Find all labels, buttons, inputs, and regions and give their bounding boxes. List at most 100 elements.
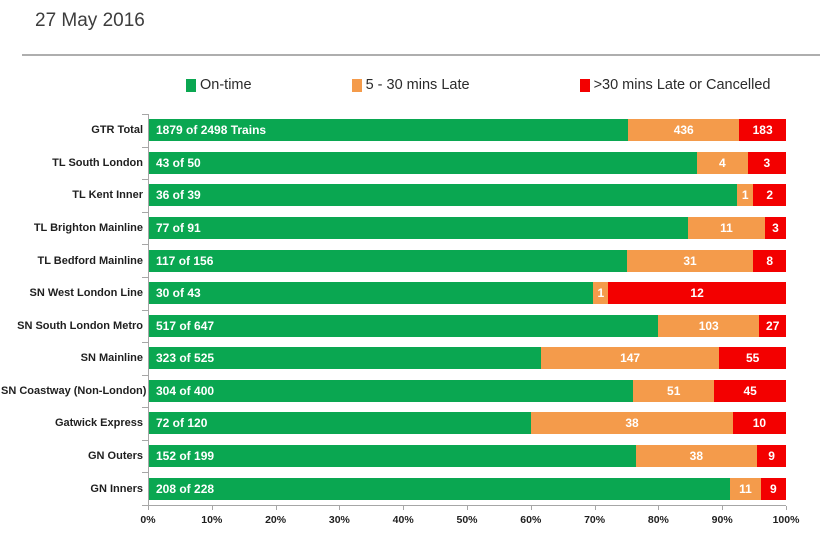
segment-value-label: 8 — [766, 253, 773, 268]
bar-track: 36 of 39 1 2 — [149, 184, 786, 207]
x-axis-tick — [339, 506, 341, 510]
bar-track: 117 of 156 31 8 — [149, 249, 786, 272]
category-label: Gatwick Express — [54, 417, 143, 430]
punctuality-stacked-bar-chart: GTR Total 1879 of 2498 Trains 436 183 TL Sou… — [0, 114, 799, 536]
chart-row: SN South London Metro 517 of 647 103 27 — [17, 309, 786, 342]
chart-row: SN West London Line 30 of 43 1 12 — [30, 277, 786, 310]
chart-row: TL Brighton Mainline 77 of 91 11 3 — [34, 212, 786, 245]
category-label: SN Coastway (Non-London) — [1, 384, 147, 397]
very-late-segment: 55 — [719, 347, 786, 370]
chart-plot-area: GTR Total 1879 of 2498 Trains 436 183 TL Sou… — [1, 114, 786, 506]
x-axis: 0% 10% 20% 30% 40% 50% 60% 70% 80% 90% 100% — [140, 505, 799, 536]
on-time-swatch-icon — [186, 78, 196, 92]
category-axis-tick — [142, 472, 149, 474]
legend-item-late: 5 - 30 mins Late — [351, 77, 470, 93]
category-label: TL Bedford Mainline — [37, 254, 143, 267]
on-time-segment: 208 of 228 — [149, 477, 731, 500]
category-axis-tick — [142, 439, 149, 441]
very-late-segment: 3 — [747, 151, 786, 174]
title-divider — [22, 54, 820, 56]
category-label: SN South London Metro — [17, 319, 143, 332]
segment-value-label: 45 — [743, 383, 757, 398]
segment-value-label: 208 of 228 — [156, 481, 215, 496]
x-axis-tick — [658, 506, 660, 510]
segment-value-label: 436 — [673, 123, 694, 138]
bar-track: 152 of 199 38 9 — [149, 445, 786, 468]
category-label: TL Brighton Mainline — [33, 222, 143, 235]
late-segment: 38 — [531, 412, 733, 435]
very-late-segment: 9 — [757, 445, 786, 468]
segment-value-label: 4 — [718, 155, 726, 170]
very-late-segment: 12 — [608, 282, 786, 305]
x-axis-tick-label: 40% — [392, 514, 414, 526]
on-time-segment: 304 of 400 — [149, 379, 634, 402]
x-axis-tick — [148, 506, 149, 510]
segment-value-label: 27 — [766, 318, 780, 333]
on-time-segment: 152 of 199 — [149, 445, 636, 468]
segment-value-label: 2 — [766, 188, 773, 203]
chart-row: SN Mainline 323 of 525 147 55 — [81, 342, 786, 375]
segment-value-label: 36 of 39 — [156, 188, 201, 203]
on-time-segment: 30 of 43 — [149, 282, 594, 305]
very-late-segment: 9 — [760, 477, 786, 500]
legend-item-on-time: On-time — [186, 77, 252, 93]
segment-value-label: 1 — [741, 188, 749, 203]
category-label: TL South London — [52, 156, 143, 169]
report-date-title: 27 May 2016 — [35, 10, 145, 31]
on-time-segment: 43 of 50 — [149, 151, 697, 174]
category-axis-tick — [142, 374, 149, 376]
on-time-segment: 36 of 39 — [149, 184, 737, 207]
legend-label: 5 - 30 mins Late — [365, 77, 470, 93]
category-label: GTR Total — [91, 124, 143, 137]
chart-row: GTR Total 1879 of 2498 Trains 436 183 — [91, 114, 786, 147]
very-late-segment: 10 — [732, 412, 786, 435]
segment-value-label: 11 — [739, 481, 752, 496]
segment-value-label: 12 — [690, 286, 704, 301]
segment-value-label: 11 — [720, 221, 733, 236]
late-segment: 1 — [593, 282, 609, 305]
bar-track: 208 of 228 11 9 — [149, 477, 786, 500]
very-late-segment: 8 — [753, 249, 786, 272]
segment-value-label: 1879 of 2498 Trains — [156, 123, 267, 138]
segment-value-label: 3 — [763, 155, 771, 170]
bar-track: 43 of 50 4 3 — [149, 151, 786, 174]
segment-value-label: 10 — [752, 416, 767, 431]
x-axis-tick-label: 30% — [328, 514, 350, 526]
chart-row: Gatwick Express 72 of 120 38 10 — [55, 407, 786, 440]
bar-track: 1879 of 2498 Trains 436 183 — [149, 119, 786, 142]
x-axis-tick-label: 20% — [265, 514, 287, 526]
segment-value-label: 30 of 43 — [156, 286, 201, 301]
category-label: SN West London Line — [29, 287, 143, 300]
x-axis-tick-label: 50% — [456, 514, 478, 526]
chart-row: TL Bedford Mainline 117 of 156 31 8 — [37, 244, 786, 277]
segment-value-label: 9 — [768, 449, 775, 464]
bar-track: 30 of 43 1 12 — [149, 282, 786, 305]
x-axis-tick — [786, 506, 787, 510]
late-segment: 11 — [730, 477, 761, 500]
segment-value-label: 43 of 50 — [156, 155, 201, 170]
bar-track: 72 of 120 38 10 — [149, 412, 786, 435]
segment-value-label: 517 of 647 — [156, 318, 215, 333]
category-axis-tick — [142, 505, 149, 506]
late-segment: 436 — [628, 119, 740, 142]
chart-row: SN Coastway (Non-London) 304 of 400 51 45 — [1, 375, 786, 408]
x-axis-tick-label: 80% — [647, 514, 669, 526]
segment-value-label: 9 — [770, 481, 777, 496]
segment-value-label: 3 — [772, 221, 779, 236]
x-axis-tick-label: 60% — [520, 514, 542, 526]
x-axis-tick — [467, 506, 468, 510]
segment-value-label: 51 — [667, 383, 681, 398]
chart-row: GN Inners 208 of 228 11 9 — [90, 472, 786, 505]
very-late-segment: 183 — [739, 119, 786, 142]
x-axis-tick — [211, 506, 213, 510]
late-segment: 147 — [540, 347, 720, 370]
segment-value-label: 103 — [698, 318, 719, 333]
segment-value-label: 38 — [625, 416, 639, 431]
late-segment: 38 — [635, 445, 758, 468]
segment-value-label: 55 — [745, 351, 760, 366]
category-label: SN Mainline — [80, 352, 143, 365]
category-label: GN Inners — [90, 482, 143, 495]
bar-track: 517 of 647 103 27 — [149, 314, 786, 337]
x-axis-tick-label: 100% — [772, 514, 800, 526]
category-axis-tick — [142, 179, 149, 181]
